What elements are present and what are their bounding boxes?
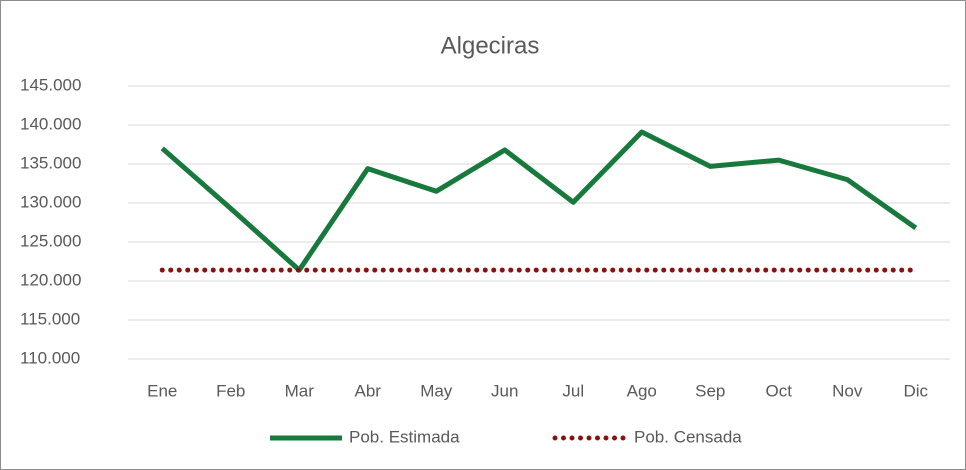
x-tick-label: Nov	[832, 381, 863, 400]
x-tick-label: Feb	[216, 381, 245, 400]
x-tick-label: Jul	[562, 381, 584, 400]
y-tick-label: 140.000	[20, 114, 81, 133]
legend-label: Pob. Censada	[634, 427, 742, 446]
x-tick-label: May	[420, 381, 453, 400]
chart-title: Algeciras	[441, 32, 540, 59]
x-tick-label: Oct	[766, 381, 793, 400]
y-tick-label: 145.000	[20, 75, 81, 94]
y-tick-label: 110.000	[20, 348, 80, 367]
y-tick-label: 135.000	[20, 153, 81, 172]
y-tick-label: 115.000	[20, 309, 80, 328]
y-tick-label: 120.000	[20, 270, 81, 289]
y-tick-label: 125.000	[20, 231, 81, 250]
line-series	[160, 129, 918, 273]
x-tick-label: Ene	[147, 381, 177, 400]
x-tick-label: Sep	[695, 381, 725, 400]
x-tick-label: Abr	[355, 381, 382, 400]
x-tick-label: Jun	[491, 381, 518, 400]
legend-label: Pob. Estimada	[349, 427, 460, 446]
x-tick-label: Ago	[627, 381, 657, 400]
x-tick-label: Dic	[903, 381, 928, 400]
x-tick-label: Mar	[285, 381, 315, 400]
y-tick-label: 130.000	[20, 192, 81, 211]
